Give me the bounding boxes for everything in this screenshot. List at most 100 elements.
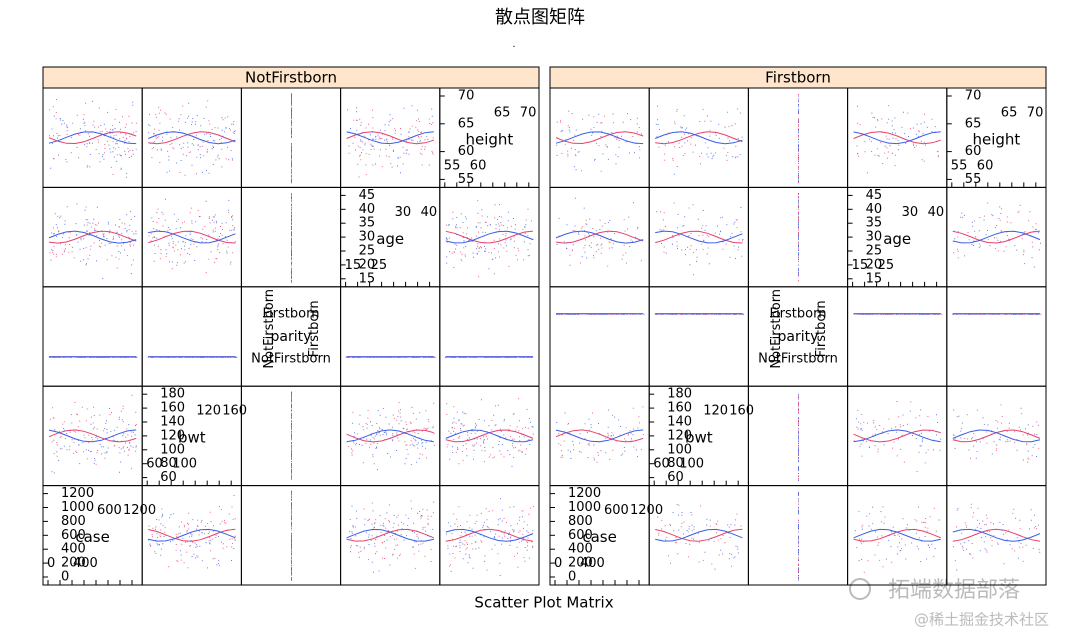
level-label-rotated: NotFirstborn bbox=[262, 289, 277, 369]
tick-label: 15 bbox=[359, 271, 376, 286]
panel-cell bbox=[648, 286, 749, 387]
smooth-line bbox=[148, 230, 236, 244]
smooth-line bbox=[952, 429, 1041, 443]
tick-label: 60 bbox=[653, 457, 670, 472]
tick-label: 35 bbox=[866, 216, 883, 231]
tick-label: 0 bbox=[568, 570, 576, 585]
panel-cell bbox=[549, 286, 650, 387]
x-label: Scatter Plot Matrix bbox=[474, 594, 613, 612]
scatter-dots bbox=[658, 108, 739, 161]
tick-label: 1200 bbox=[61, 486, 94, 501]
panel-cell bbox=[340, 385, 441, 487]
scatter-dots bbox=[556, 115, 641, 172]
smooth-line bbox=[952, 528, 1041, 542]
tick-label: 600 bbox=[61, 528, 86, 543]
tick-label: 70 bbox=[458, 89, 475, 104]
tick-label: 400 bbox=[580, 556, 605, 571]
smooth-line bbox=[445, 230, 534, 244]
tick-label: 80 bbox=[160, 456, 177, 471]
scatter-dots bbox=[349, 501, 435, 573]
smooth-line bbox=[346, 131, 434, 145]
panel-cell bbox=[42, 186, 143, 288]
panel-cell bbox=[847, 87, 948, 188]
tick-label: 35 bbox=[359, 216, 376, 231]
panel-cell bbox=[747, 87, 849, 188]
panel-cell bbox=[847, 286, 948, 387]
tick-label: 15 bbox=[345, 258, 362, 273]
tick-label: 30 bbox=[359, 230, 376, 245]
smooth-line bbox=[445, 230, 534, 244]
tick-label: 160 bbox=[160, 401, 185, 416]
variable-name: bwt bbox=[685, 429, 713, 447]
tick-label: 25 bbox=[878, 258, 895, 273]
scatter-dots bbox=[556, 409, 638, 461]
panel-cell bbox=[340, 87, 441, 188]
variable-name: height bbox=[465, 131, 513, 149]
tick-label: 25 bbox=[359, 244, 376, 259]
smooth-line bbox=[655, 528, 743, 542]
smooth-line bbox=[555, 230, 644, 244]
smooth-line bbox=[346, 528, 434, 542]
panel-cell bbox=[439, 485, 540, 586]
scatter-dots bbox=[348, 402, 435, 465]
tick-label: 60 bbox=[965, 144, 982, 159]
panel-cell bbox=[648, 87, 749, 188]
smooth-line bbox=[952, 230, 1041, 244]
scatter-dots bbox=[556, 197, 639, 266]
scatter-dots bbox=[655, 105, 743, 175]
smooth-line bbox=[148, 131, 236, 145]
smooth-line bbox=[346, 528, 434, 542]
tick-label: 70 bbox=[965, 89, 982, 104]
panel-cell bbox=[439, 286, 540, 387]
tick-label: 40 bbox=[421, 205, 438, 220]
level-label-rotated: Firstborn bbox=[307, 300, 322, 357]
tick-label: 45 bbox=[866, 188, 883, 203]
tick-label: 400 bbox=[73, 556, 98, 571]
smooth-line bbox=[445, 429, 534, 443]
tick-label: 60 bbox=[458, 144, 475, 159]
scatter-dots bbox=[148, 102, 236, 173]
scatter-dots bbox=[953, 204, 1041, 268]
smooth-line bbox=[445, 528, 534, 542]
tick-label: 800 bbox=[568, 514, 593, 529]
tick-label: 55 bbox=[444, 159, 461, 174]
variable-name: parity bbox=[271, 329, 312, 345]
smooth-line bbox=[555, 429, 644, 443]
scatter-dots bbox=[658, 504, 742, 567]
scatter-dots bbox=[148, 506, 236, 569]
tick-label: 55 bbox=[458, 172, 475, 187]
tick-label: 25 bbox=[866, 244, 883, 259]
tick-label: 120 bbox=[196, 404, 221, 419]
smooth-line bbox=[952, 528, 1041, 542]
scatter-dots bbox=[856, 105, 939, 174]
watermark-brand: 拓端数据部落 bbox=[888, 578, 1020, 603]
tick-label: 70 bbox=[1027, 106, 1044, 121]
smooth-line bbox=[346, 429, 434, 443]
panel-cell bbox=[439, 385, 540, 487]
tick-label: 120 bbox=[667, 428, 692, 443]
scatter-dots bbox=[51, 408, 137, 474]
panel-cell bbox=[946, 186, 1047, 288]
smooth-line bbox=[952, 429, 1041, 443]
panel-cell bbox=[42, 286, 143, 387]
tick-label: 70 bbox=[520, 106, 537, 121]
scatter-dots bbox=[291, 93, 292, 182]
scatter-dots bbox=[445, 498, 534, 576]
tick-label: 1200 bbox=[568, 486, 601, 501]
scatter-dots bbox=[798, 95, 799, 182]
scatter-dots bbox=[291, 490, 292, 581]
tick-label: 40 bbox=[928, 205, 945, 220]
tick-label: 60 bbox=[667, 470, 684, 485]
scatter-dots bbox=[151, 198, 236, 264]
tick-label: 100 bbox=[160, 442, 185, 457]
smooth-line bbox=[48, 230, 137, 244]
smooth-line bbox=[555, 131, 644, 145]
level-label: Firstborn bbox=[770, 306, 827, 321]
watermark-icon bbox=[849, 578, 871, 600]
panel-cell bbox=[847, 485, 948, 586]
scatter-dots bbox=[291, 193, 292, 283]
tick-label: 120 bbox=[703, 404, 728, 419]
smooth-line bbox=[655, 230, 743, 244]
panel-cell bbox=[946, 485, 1047, 586]
smooth-line bbox=[48, 131, 137, 145]
